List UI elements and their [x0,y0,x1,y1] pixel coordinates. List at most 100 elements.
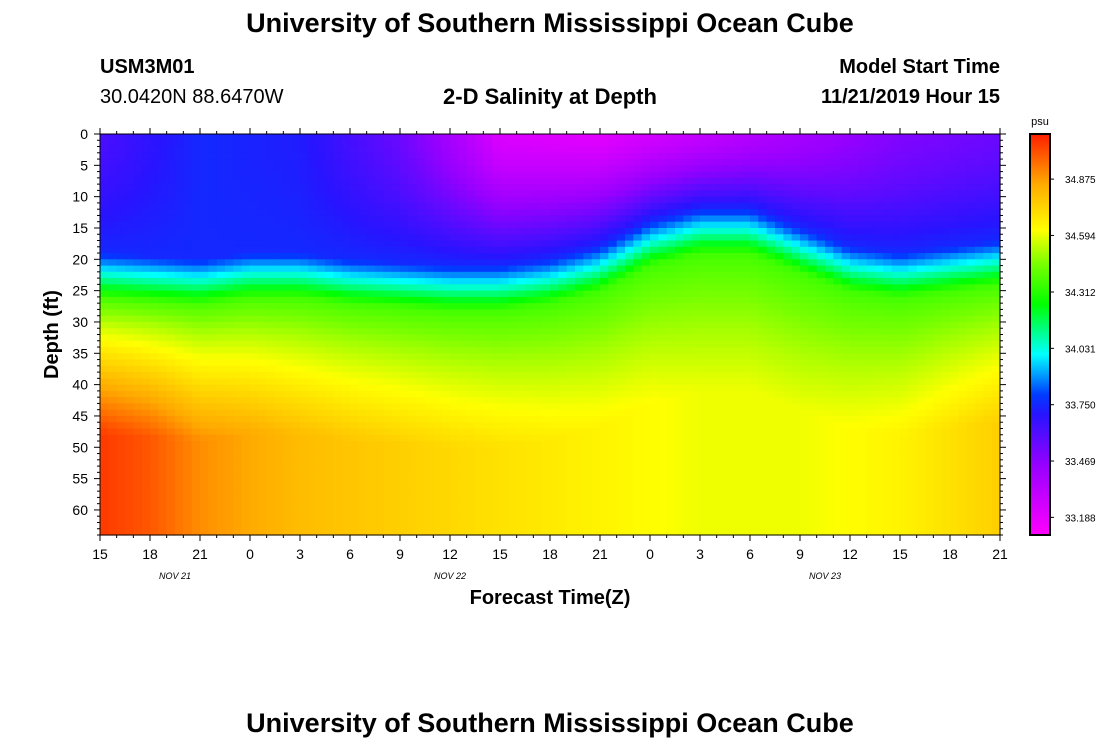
heatmap-cell [516,522,526,530]
heatmap-cell [550,328,559,336]
heatmap-cell [166,278,176,285]
heatmap-cell [483,165,493,173]
heatmap-cell [616,459,626,467]
heatmap-cell [550,447,559,455]
heatmap-cell [175,403,184,411]
heatmap-cell [450,466,459,473]
heatmap-cell [133,340,143,348]
heatmap-cell [133,466,143,473]
heatmap-cell [441,428,451,436]
heatmap-cell [266,146,276,154]
heatmap-cell [275,146,284,154]
heatmap-cell [425,403,434,411]
heatmap-cell [350,353,359,361]
heatmap-cell [575,290,584,298]
heatmap-cell [666,146,676,154]
heatmap-cell [358,159,368,166]
heatmap-cell [408,146,418,154]
heatmap-cell [675,478,684,486]
heatmap-cell [566,134,576,141]
heatmap-cell [375,347,384,354]
heatmap-cell [250,359,259,367]
heatmap-cell [733,378,743,386]
heatmap-cell [225,190,234,198]
heatmap-cell [541,503,551,511]
heatmap-cell [400,447,409,455]
heatmap-cell [441,265,451,273]
heatmap-cell [558,140,568,148]
heatmap-cell [475,159,484,166]
heatmap-cell [283,497,293,505]
heatmap-cell [550,290,559,298]
heatmap-cell [666,196,676,204]
heatmap-cell [283,321,293,329]
heatmap-cell [366,509,376,517]
heatmap-cell [391,190,401,198]
heatmap-cell [525,428,534,436]
heatmap-cell [525,365,534,373]
heatmap-cell [566,491,576,499]
heatmap-cell [225,196,234,204]
heatmap-cell [350,378,359,386]
heatmap-cell [358,516,368,524]
heatmap-cell [483,290,493,298]
heatmap-cell [258,284,268,292]
heatmap-cell [233,328,243,336]
heatmap-cell [508,165,518,173]
heatmap-cell [250,146,259,154]
heatmap-cell [216,296,226,304]
heatmap-cell [450,472,459,480]
heatmap-cell [583,184,593,191]
heatmap-cell [191,340,201,348]
heatmap-cell [383,296,393,304]
heatmap-cell [675,497,684,505]
heatmap-cell [408,140,418,148]
heatmap-cell [558,265,568,273]
heatmap-cell [600,259,609,267]
heatmap-cell [125,403,134,411]
heatmap-cell [358,202,368,210]
heatmap-cell [625,497,634,505]
heatmap-cell [508,271,518,279]
heatmap-cell [441,516,451,524]
heatmap-cell [708,397,718,405]
heatmap-cell [691,321,701,329]
heatmap-cell [708,165,718,173]
heatmap-cell [708,259,718,267]
heatmap-cell [691,315,701,323]
heatmap-cell [350,240,359,248]
heatmap-cell [700,347,709,354]
heatmap-cell [375,215,384,223]
heatmap-cell [408,340,418,348]
heatmap-cell [191,284,201,292]
heatmap-cell [666,340,676,348]
heatmap-cell [733,441,743,448]
heatmap-cell [125,397,134,405]
heatmap-cell [116,384,126,392]
heatmap-cell [116,359,126,367]
heatmap-cell [341,190,351,198]
heatmap-cell [275,372,284,379]
heatmap-cell [666,134,676,141]
heatmap-cell [275,422,284,430]
heatmap-cell [133,227,143,235]
heatmap-cell [133,428,143,436]
heatmap-cell [100,152,109,160]
heatmap-cell [741,459,751,467]
heatmap-cell [425,171,434,179]
heatmap-cell [700,246,709,254]
heatmap-cell [516,152,526,160]
heatmap-cell [666,290,676,298]
heatmap-cell [458,415,468,423]
heatmap-cell [708,171,718,179]
heatmap-cell [608,390,618,398]
heatmap-cell [575,472,584,480]
heatmap-cell [350,152,359,160]
heatmap-cell [141,503,151,511]
heatmap-cell [566,321,576,329]
heatmap-cell [350,390,359,398]
heatmap-cell [708,359,718,367]
heatmap-cell [241,359,251,367]
heatmap-cell [583,240,593,248]
heatmap-cell [216,340,226,348]
